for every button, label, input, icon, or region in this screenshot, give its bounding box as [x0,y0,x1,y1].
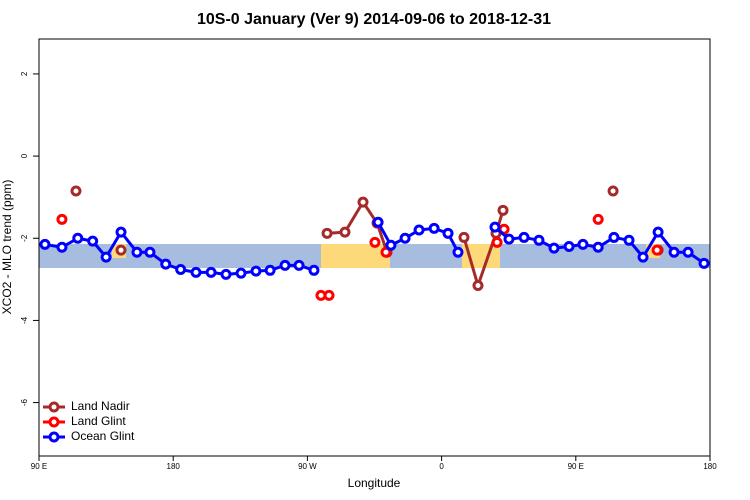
point [385,239,397,251]
point [652,226,664,238]
point [472,280,484,292]
x-tick-label: 0 [439,462,444,471]
point [339,226,351,238]
point [100,251,112,263]
legend-marker [48,431,60,443]
point [399,232,411,244]
point [115,244,127,256]
point [220,268,232,280]
x-tick-label: 90 E [31,462,47,471]
plot-frame [38,38,711,457]
point [144,246,156,258]
y-axis-label: XCO2 - MLO trend (ppm) [0,180,14,315]
point [115,226,127,238]
point [491,236,503,248]
point [592,213,604,225]
point [518,231,530,243]
point [503,233,515,245]
point [235,267,247,279]
y-tick-label: 0 [20,153,29,158]
point [357,196,369,208]
point [623,234,635,246]
legend-label: Ocean Glint [71,429,135,443]
point [372,216,384,228]
point [56,241,68,253]
point [592,241,604,253]
land-band [321,244,390,268]
point [651,244,663,256]
point [369,236,381,248]
y-tick-label: 2 [20,71,29,76]
point [577,238,589,250]
legend-marker [48,401,60,413]
point [442,227,454,239]
point [413,224,425,236]
point [533,234,545,246]
point [563,240,575,252]
point [452,246,464,258]
point [458,231,470,243]
point [190,266,202,278]
point [205,266,217,278]
point [39,238,51,250]
point [668,246,680,258]
point [56,213,68,225]
point [489,221,501,233]
x-tick-label: 90 E [568,462,584,471]
y-tick-label: -6 [20,398,29,406]
legend-label: Land Glint [71,414,126,428]
y-tick-label: -2 [20,234,29,242]
point [698,257,710,269]
legend-label: Land Nadir [71,399,130,413]
point [607,185,619,197]
chart-title: 10S-0 January (Ver 9) 2014-09-06 to 2018… [197,11,551,28]
point [279,259,291,271]
point [308,264,320,276]
point [637,251,649,263]
point [160,258,172,270]
x-tick-label: 90 W [298,462,317,471]
point [250,265,262,277]
point [175,263,187,275]
point [131,246,143,258]
point [608,231,620,243]
point [497,204,509,216]
point [428,222,440,234]
x-tick-label: 180 [167,462,181,471]
point [548,242,560,254]
legend-marker [48,416,60,428]
y-tick-label: -4 [20,316,29,324]
x-axis-label: Longitude [348,476,401,490]
point [380,246,392,258]
point [321,227,333,239]
point [87,235,99,247]
point [323,289,335,301]
point [70,185,82,197]
point [264,264,276,276]
point [682,246,694,258]
x-tick-label: 180 [703,462,717,471]
point [72,232,84,244]
point [293,259,305,271]
